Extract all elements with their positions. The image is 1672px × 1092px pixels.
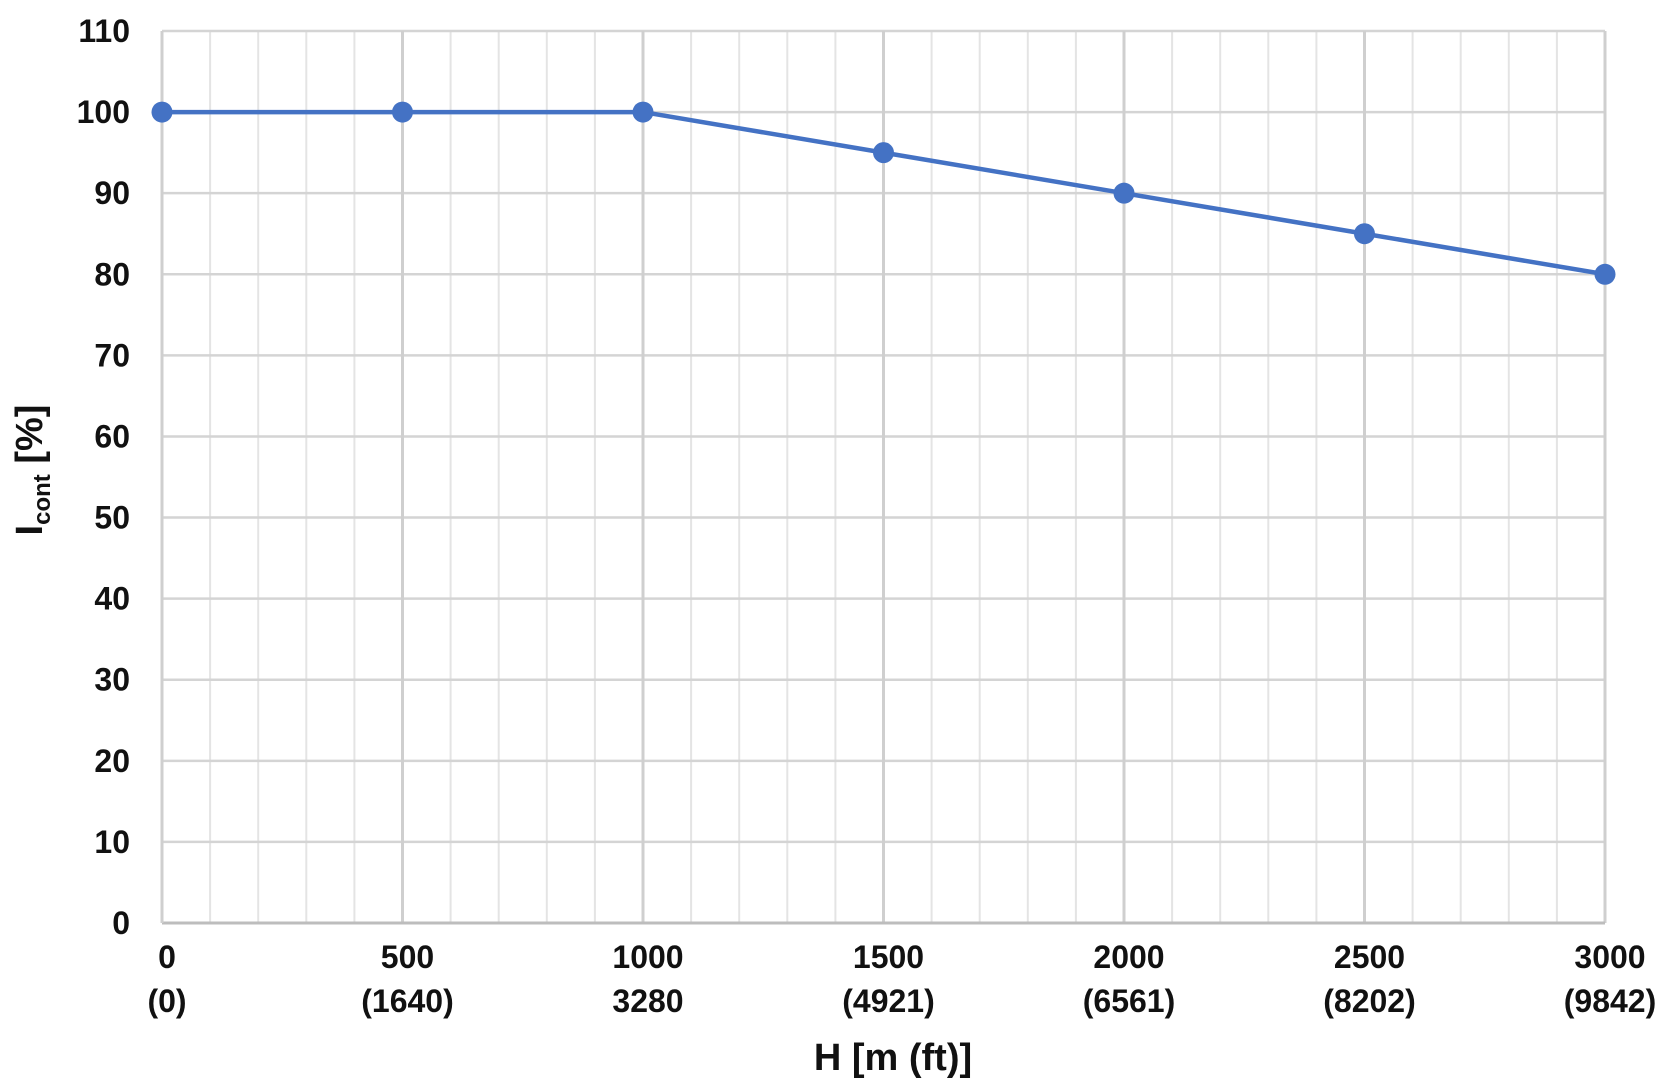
y-tick-label: 80 [94,256,130,292]
y-tick-label: 10 [94,824,130,860]
x-axis-tick-labels: 0 (0) 500 (1640) 1000 3280 1500 (4921) 2000 (6561… [147,939,1656,1019]
x-tick-label: 2000 [1093,939,1164,975]
x-tick-label: 1000 [612,939,683,975]
x-tick-sublabel: (4921) [842,983,935,1019]
y-axis-title-main: I [9,525,51,536]
major-gridlines [160,29,1607,925]
data-point [1354,223,1375,245]
x-tick-sublabel: (1640) [361,983,454,1019]
y-axis-tick-labels: 0 10 20 30 40 50 60 70 80 90 100 110 [77,13,130,941]
data-point [1594,263,1616,285]
x-axis-title: H [m (ft)] [814,1037,972,1079]
y-tick-label: 50 [94,500,130,536]
y-tick-label: 110 [78,13,130,49]
x-tick-label: 0 [158,939,176,975]
data-point [632,101,654,123]
x-tick-label: 500 [381,939,434,975]
y-axis-title-unit: [%] [9,405,51,475]
x-tick-sublabel: (8202) [1323,983,1416,1019]
plot-frame [160,31,1605,925]
data-point [392,101,413,123]
y-axis-title-subscript: cont [29,474,56,525]
data-point [873,142,894,164]
x-tick-sublabel: (0) [147,983,186,1019]
y-tick-label: 70 [94,337,130,373]
y-tick-label: 60 [94,418,130,454]
x-tick-sublabel: 3280 [612,983,683,1019]
y-axis-title: Icont [%] [9,405,56,536]
x-tick-label: 1500 [853,939,924,975]
x-tick-sublabel: (6561) [1083,983,1176,1019]
minor-gridlines [209,31,1558,923]
y-tick-label: 30 [94,662,130,698]
x-tick-label: 2500 [1334,939,1405,975]
x-tick-label: 3000 [1574,939,1645,975]
series-layer [151,101,1616,285]
y-tick-label: 90 [94,175,130,211]
y-tick-label: 0 [112,905,130,941]
y-tick-label: 40 [94,581,130,617]
data-point [1113,182,1135,204]
x-tick-sublabel: (9842) [1564,983,1657,1019]
data-point [151,101,173,123]
y-tick-label: 20 [94,743,130,779]
y-tick-label: 100 [77,94,130,130]
